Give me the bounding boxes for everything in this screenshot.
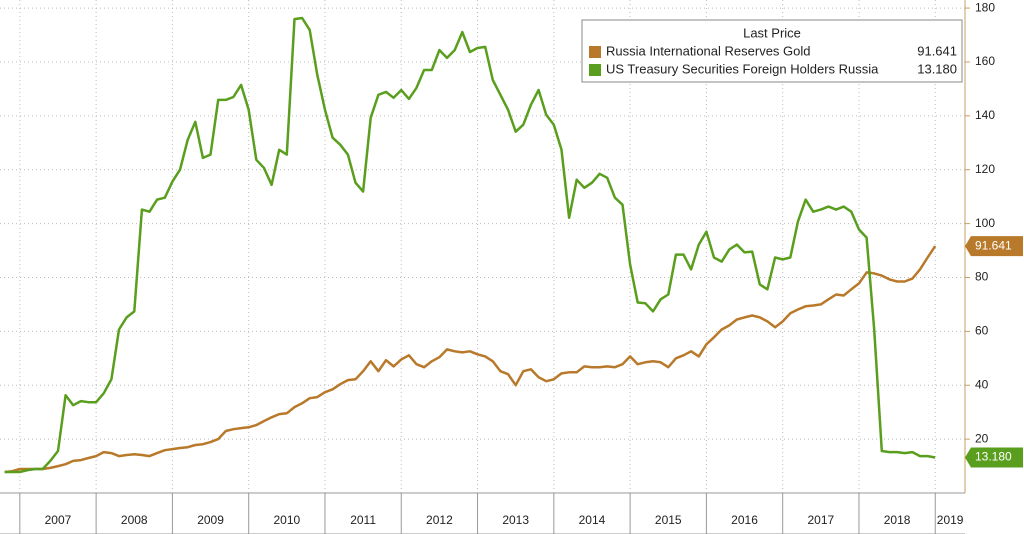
y-tick-label: 120 <box>975 162 995 176</box>
x-tick-label: 2014 <box>579 513 606 527</box>
last-value-box <box>965 447 1023 468</box>
x-tick-label: 2011 <box>350 513 376 527</box>
y-tick-label: 20 <box>975 431 989 445</box>
x-tick-label: 2008 <box>121 513 148 527</box>
x-tick-label: 2013 <box>502 513 529 527</box>
x-tick-label: 2007 <box>45 513 72 527</box>
last-value-label: 91.641 <box>975 238 1012 252</box>
y-tick-label: 40 <box>975 377 989 391</box>
last-value-label: 13.180 <box>975 450 1012 464</box>
legend-title: Last Price <box>743 25 801 40</box>
x-tick-label: 2018 <box>884 513 911 527</box>
x-tick-label: 2009 <box>197 513 224 527</box>
legend-label: US Treasury Securities Foreign Holders R… <box>606 61 879 76</box>
last-value-box <box>965 236 1023 257</box>
legend-box <box>581 19 963 83</box>
x-tick-label: 2019 <box>937 513 964 527</box>
x-tick-label: 2015 <box>655 513 682 527</box>
legend-swatch <box>589 64 601 76</box>
series-line <box>4 16 936 474</box>
y-tick-label: 160 <box>975 54 995 68</box>
legend-value: 91.641 <box>917 43 957 58</box>
x-tick-label: 2012 <box>426 513 453 527</box>
series-line <box>4 245 937 474</box>
y-tick-label: 100 <box>975 216 995 230</box>
legend-value: 13.180 <box>917 61 957 76</box>
x-tick-label: 2016 <box>731 513 758 527</box>
legend-label: Russia International Reserves Gold <box>606 43 811 58</box>
x-tick-label: 2017 <box>807 513 834 527</box>
y-tick-label: 80 <box>975 270 989 284</box>
legend-swatch <box>589 46 601 58</box>
y-tick-label: 60 <box>975 324 989 338</box>
y-tick-label: 140 <box>975 108 995 122</box>
x-tick-label: 2010 <box>273 513 300 527</box>
y-tick-label: 180 <box>975 0 995 14</box>
